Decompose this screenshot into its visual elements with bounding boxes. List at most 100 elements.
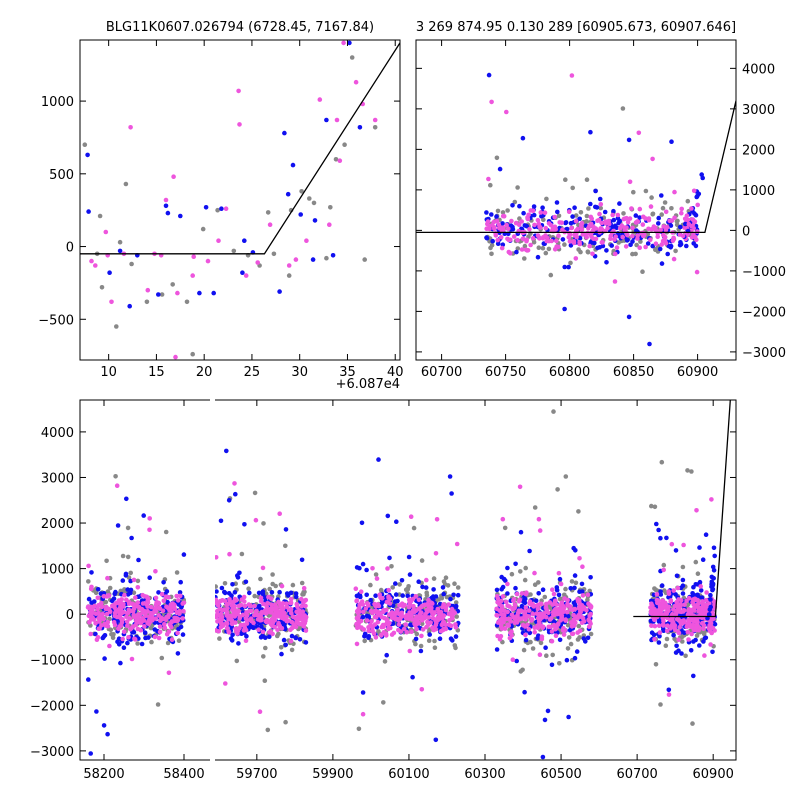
data-point [299,580,305,586]
data-point [543,250,549,256]
data-point [708,642,713,647]
data-point [709,579,715,585]
data-point [535,606,541,611]
data-point [650,243,655,249]
data-point [527,548,532,554]
data-point [550,587,555,592]
data-point [433,737,439,743]
data-point [552,214,557,220]
data-point [631,189,636,195]
data-point [682,602,687,607]
data-point [503,599,509,605]
data-point [690,217,696,222]
data-point [131,602,136,607]
data-point [416,606,422,612]
data-point [552,247,558,252]
data-point [586,225,591,231]
data-point [537,614,542,620]
data-point [684,213,690,218]
data-point [523,632,528,638]
data-point [142,630,148,635]
data-point [235,575,241,580]
data-point [269,596,274,601]
data-point [637,215,642,220]
data-point [358,594,363,600]
data-point [530,208,536,214]
data-point [556,213,562,219]
data-point [382,659,388,664]
data-point [378,611,383,616]
data-point [181,552,187,557]
data-point [554,200,560,205]
data-point [673,592,678,597]
data-point [398,629,404,634]
data-point [433,551,439,556]
data-point-blue [285,191,291,197]
data-point [665,623,670,628]
data-point [148,604,154,610]
data-point [495,237,501,243]
data-point-magenta [337,158,343,163]
data-point [616,220,621,226]
data-point [588,604,594,609]
data-point [689,609,694,614]
data-point [695,602,701,607]
data-point [569,73,575,78]
data-point [261,601,266,607]
data-point [572,573,578,578]
data-point [710,564,716,570]
data-point [280,604,285,609]
data-point [259,617,264,623]
data-point [551,591,557,597]
data-point [284,601,289,606]
data-point [180,616,185,621]
data-point [698,606,704,611]
data-point [219,585,225,591]
data-point-gray [286,273,292,278]
data-point [523,637,529,643]
data-point [573,580,579,586]
data-point [170,601,175,606]
data-point [584,177,590,182]
data-point [514,249,519,255]
data-point [163,529,169,535]
data-point [181,608,186,614]
data-point [275,627,280,633]
data-point [557,661,562,666]
data-point [680,583,686,588]
data-point-blue [156,292,161,297]
data-point [673,627,678,633]
data-point [260,589,266,594]
data-point [441,579,447,584]
data-point [612,279,618,284]
zoom-panel-x-offset: +6.087e4 [336,377,400,392]
data-point [495,600,500,605]
data-point [652,637,657,642]
data-point [233,620,238,625]
data-point [525,622,530,628]
data-point [674,643,679,649]
season-panel-title: 3 269 874.95 0.130 289 [60905.673, 60907… [416,20,736,35]
data-point [289,610,294,616]
data-point-blue [242,238,247,243]
data-point [396,617,401,623]
data-point [500,516,506,522]
data-point-magenta [304,238,309,243]
data-point-blue [324,117,329,123]
data-point [572,205,577,210]
data-point [215,628,219,633]
data-point [418,648,424,654]
data-point [147,516,152,521]
data-point [451,592,456,598]
x-tick-label: 25 [244,365,261,380]
data-point [635,233,640,238]
data-point [423,585,429,590]
data-point [658,227,663,233]
data-point [87,620,92,625]
data-point [356,605,362,611]
data-point [542,717,548,723]
data-point [620,234,625,240]
data-point [256,590,262,596]
data-point [376,603,382,609]
data-point [544,601,549,607]
